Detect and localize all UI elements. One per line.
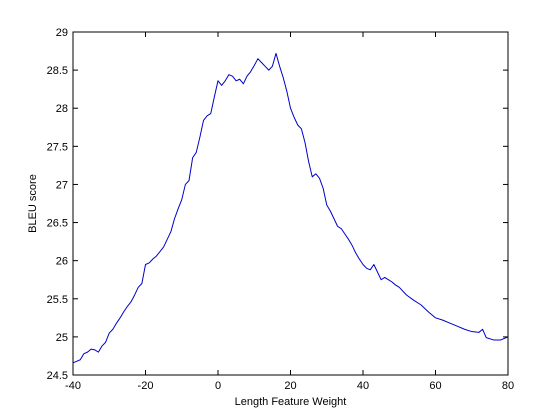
y-axis-label: BLEU score [27,174,39,233]
tick-labels-layer: -40 -20 0 20 40 60 80 24.5 25 25.5 26 26.5 27 27.5 28 2… [47,27,515,392]
ticks-layer [72,31,509,376]
x-tick-label: -40 [65,380,81,392]
y-tick-label: 29 [56,27,68,39]
y-tick-label: 26 [56,256,68,268]
x-tick-label: 20 [284,380,296,392]
plot-frame [72,31,509,376]
x-tick-label: 60 [429,380,441,392]
x-tick-label: 40 [357,380,369,392]
x-tick-label: -20 [138,380,154,392]
y-tick-label: 25 [56,332,68,344]
y-tick-label: 24.5 [47,370,68,382]
y-tick-label: 26.5 [47,218,68,230]
y-tick-label: 25.5 [47,294,68,306]
x-axis-label: Length Feature Weight [235,396,347,408]
x-tick-label: 80 [502,380,514,392]
y-tick-label: 28.5 [47,65,68,77]
bleu-series-line [72,52,509,364]
x-tick-label: 0 [215,380,221,392]
series-layer [72,52,509,364]
y-tick-label: 28 [56,103,68,115]
y-tick-label: 27.5 [47,141,68,153]
y-tick-label: 27 [56,179,68,191]
